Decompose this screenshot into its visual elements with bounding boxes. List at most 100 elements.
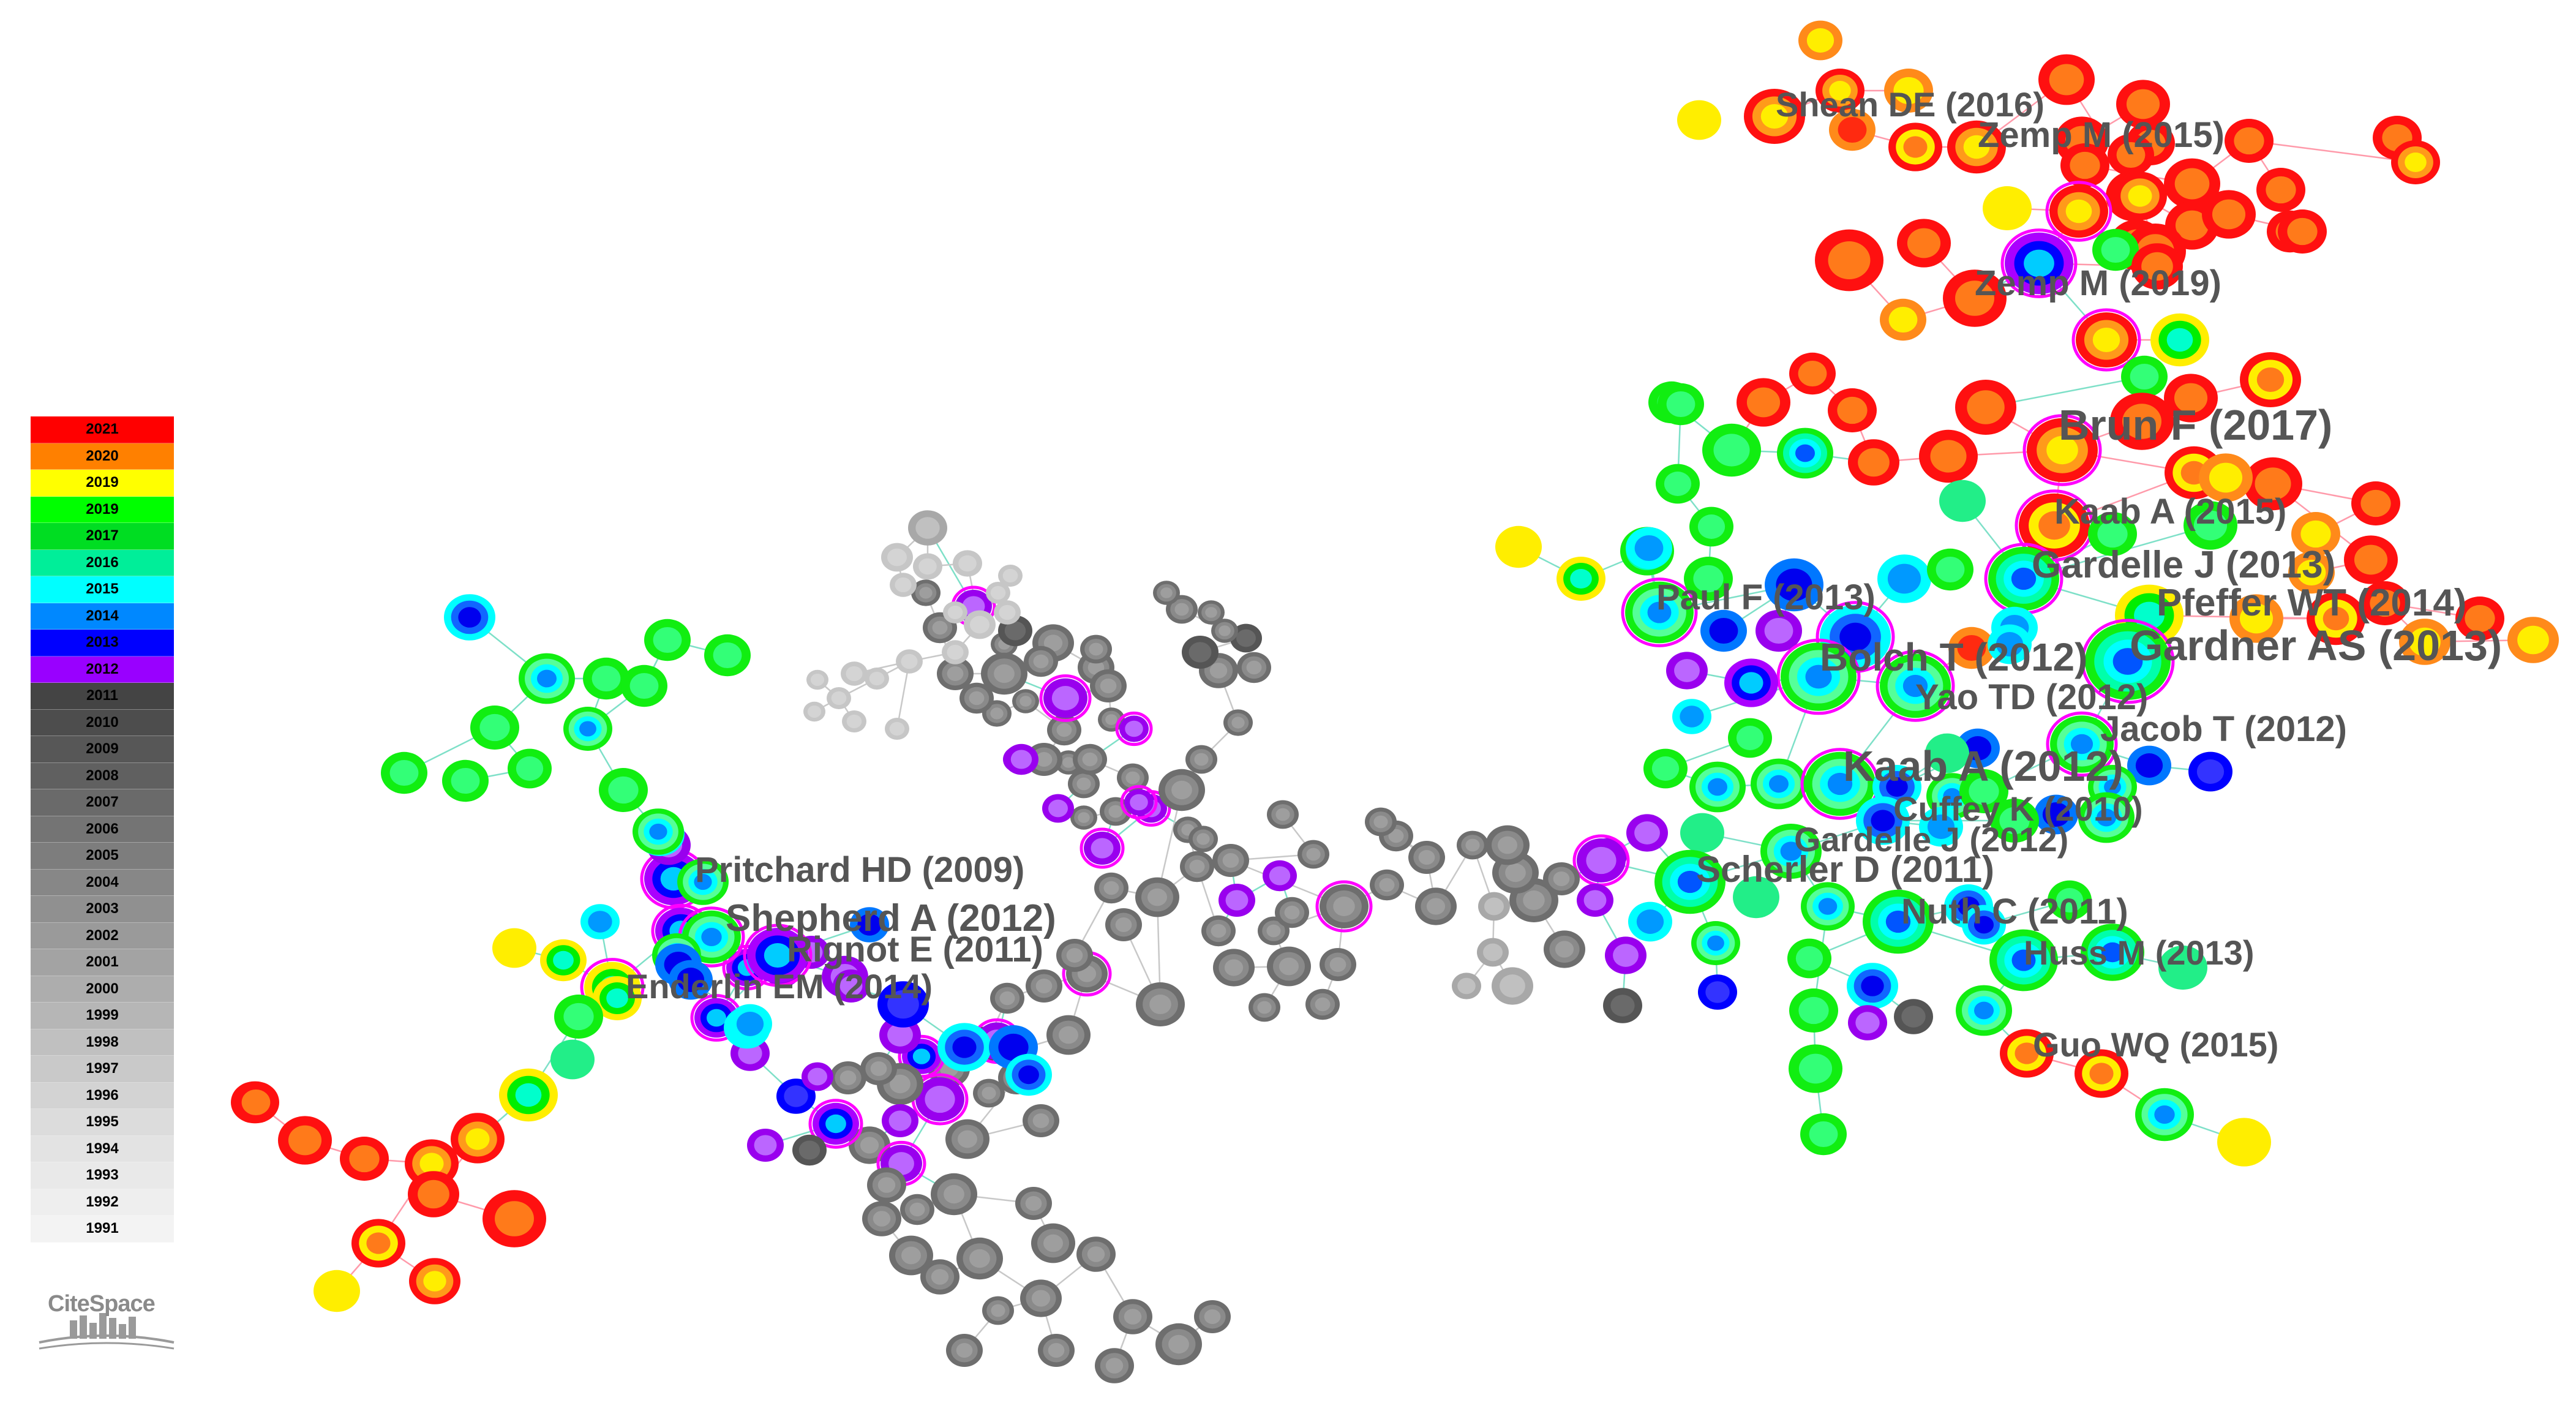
- network-node[interactable]: [2131, 243, 2183, 290]
- network-node[interactable]: [1816, 69, 1864, 113]
- network-node[interactable]: [889, 1235, 933, 1276]
- network-node[interactable]: [580, 904, 620, 939]
- network-node[interactable]: [1847, 963, 1898, 1009]
- network-node[interactable]: [1136, 982, 1185, 1026]
- network-node[interactable]: [1213, 949, 1255, 987]
- network-node[interactable]: [982, 1296, 1014, 1325]
- label-huss[interactable]: Huss M (2013): [2024, 933, 2255, 972]
- network-node[interactable]: [911, 579, 941, 606]
- network-node[interactable]: [1005, 1053, 1052, 1096]
- network-node[interactable]: [2150, 313, 2209, 367]
- network-node[interactable]: [1984, 543, 2063, 615]
- network-node[interactable]: [2291, 512, 2340, 556]
- network-node[interactable]: [1800, 1113, 1847, 1156]
- network-node[interactable]: [1800, 748, 1880, 820]
- network-node[interactable]: [1876, 650, 1955, 722]
- network-node[interactable]: [1877, 554, 1931, 603]
- network-node[interactable]: [583, 657, 629, 700]
- network-node[interactable]: [942, 640, 969, 664]
- network-node[interactable]: [1211, 619, 1238, 643]
- network-node[interactable]: [2225, 119, 2274, 163]
- network-node[interactable]: [1113, 1299, 1152, 1334]
- network-node[interactable]: [1249, 993, 1280, 1022]
- network-node[interactable]: [1751, 758, 1807, 810]
- network-node[interactable]: [1956, 985, 2012, 1036]
- network-node[interactable]: [1185, 745, 1217, 774]
- network-node[interactable]: [1153, 581, 1180, 605]
- label-paul[interactable]: Paul F (2013): [1656, 578, 1876, 617]
- network-node[interactable]: [278, 1116, 332, 1165]
- network-node[interactable]: [1026, 969, 1062, 1003]
- network-node[interactable]: [1258, 916, 1290, 946]
- network-node[interactable]: [2244, 457, 2302, 511]
- network-node[interactable]: [1919, 807, 1963, 847]
- network-node[interactable]: [1828, 388, 1877, 432]
- network-node[interactable]: [483, 1190, 546, 1247]
- network-node[interactable]: [1702, 423, 1761, 477]
- network-node[interactable]: [1677, 100, 1721, 140]
- network-node[interactable]: [1680, 813, 1724, 853]
- network-node[interactable]: [827, 687, 851, 709]
- network-node[interactable]: [1605, 936, 1647, 974]
- network-node[interactable]: [1698, 974, 1737, 1010]
- network-node[interactable]: [1990, 799, 2039, 843]
- network-node[interactable]: [1105, 908, 1142, 941]
- label-shepherd[interactable]: Shepherd A (2012): [726, 897, 1056, 939]
- network-node[interactable]: [1684, 557, 1733, 601]
- network-node[interactable]: [2081, 924, 2144, 981]
- network-node[interactable]: [747, 1129, 784, 1162]
- network-node[interactable]: [1621, 578, 1698, 647]
- network-node[interactable]: [2038, 54, 2095, 105]
- network-node[interactable]: [2071, 308, 2141, 372]
- network-node[interactable]: [1180, 851, 1214, 882]
- network-node[interactable]: [2088, 512, 2137, 556]
- network-node[interactable]: [920, 1259, 959, 1295]
- network-node[interactable]: [2060, 143, 2109, 187]
- network-node[interactable]: [1947, 120, 2006, 174]
- network-node[interactable]: [2092, 228, 2139, 271]
- network-node[interactable]: [1863, 889, 1934, 954]
- network-node[interactable]: [2229, 594, 2283, 643]
- network-node[interactable]: [2108, 134, 2154, 176]
- network-node[interactable]: [830, 1061, 866, 1094]
- network-node[interactable]: [1556, 557, 1605, 601]
- network-node[interactable]: [890, 573, 917, 597]
- label-brun[interactable]: Brun F (2017): [2059, 401, 2332, 449]
- network-node[interactable]: [2046, 711, 2118, 777]
- network-node[interactable]: [2344, 535, 2398, 584]
- network-node[interactable]: [2121, 355, 2168, 398]
- network-node[interactable]: [1848, 439, 1899, 486]
- network-node[interactable]: [2507, 617, 2559, 663]
- network-node[interactable]: [1798, 20, 1842, 61]
- network-node[interactable]: [314, 1270, 360, 1312]
- network-node[interactable]: [351, 1219, 405, 1268]
- network-node[interactable]: [550, 1039, 595, 1080]
- network-node[interactable]: [2048, 880, 2092, 920]
- network-node[interactable]: [1959, 769, 2008, 813]
- label-kaab2015[interactable]: Kaab A (2015): [2054, 492, 2286, 532]
- network-node[interactable]: [2135, 1088, 2194, 1142]
- network-node[interactable]: [1700, 609, 1747, 652]
- network-node[interactable]: [2391, 140, 2440, 184]
- network-node[interactable]: [913, 553, 942, 580]
- network-node[interactable]: [1039, 674, 1092, 722]
- network-node[interactable]: [540, 939, 587, 982]
- network-node[interactable]: [1962, 905, 2006, 945]
- network-node[interactable]: [2188, 751, 2232, 792]
- network-node[interactable]: [1777, 427, 1833, 479]
- network-node[interactable]: [492, 928, 536, 968]
- network-node[interactable]: [728, 1004, 772, 1044]
- network-node[interactable]: [842, 710, 866, 732]
- network-node[interactable]: [1023, 1104, 1059, 1137]
- label-bolch[interactable]: Bolch T (2012): [1820, 635, 2087, 679]
- network-node[interactable]: [2045, 181, 2112, 242]
- network-node[interactable]: [2199, 453, 2253, 502]
- network-node[interactable]: [1643, 748, 1688, 789]
- network-node[interactable]: [1829, 108, 1876, 151]
- network-node[interactable]: [743, 924, 813, 987]
- network-node[interactable]: [1856, 796, 1910, 845]
- network-node[interactable]: [1076, 1236, 1116, 1272]
- network-node[interactable]: [1925, 733, 1969, 773]
- network-node[interactable]: [451, 1115, 505, 1164]
- network-node[interactable]: [1201, 915, 1236, 947]
